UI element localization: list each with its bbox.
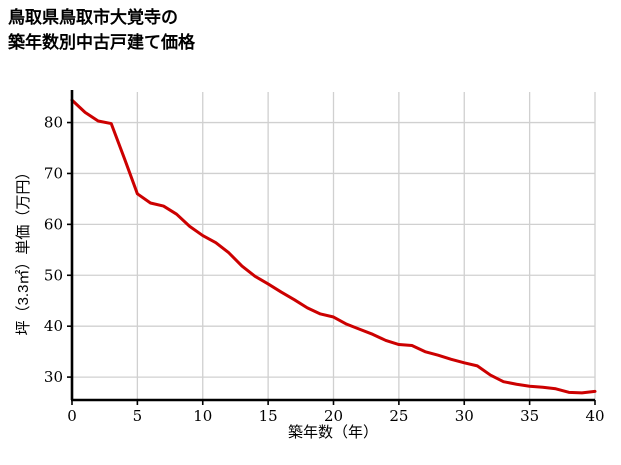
data-series-group — [70, 98, 597, 395]
x-tick-labels-group: 0 5 10 15 20 25 30 35 40 — [67, 407, 604, 425]
y-tick-labels-group: 30 40 50 60 70 80 — [44, 114, 63, 387]
y-tick-label: 80 — [44, 114, 63, 132]
x-tick-label: 15 — [259, 407, 278, 425]
y-tick-label: 50 — [44, 266, 63, 284]
gridlines-group — [72, 92, 596, 400]
chart-title: 鳥取県鳥取市大覚寺の 築年数別中古戸建て価格 — [8, 8, 195, 52]
x-tick-label: 30 — [455, 407, 474, 425]
price-trend-line — [70, 98, 597, 395]
y-axis-title: 坪（3.3㎡）単価（万円） — [15, 165, 32, 336]
x-tick-label: 25 — [389, 407, 408, 425]
x-tick-label: 35 — [520, 407, 539, 425]
x-tick-label: 40 — [585, 407, 604, 425]
x-tick-label: 0 — [67, 407, 77, 425]
y-tick-label: 70 — [44, 164, 63, 182]
x-tick-label: 10 — [193, 407, 212, 425]
x-tick-label: 20 — [324, 407, 343, 425]
axes-group — [67, 90, 596, 405]
x-tick-label: 5 — [133, 407, 143, 425]
y-tick-label: 60 — [44, 215, 63, 233]
x-axis-title: 築年数（年） — [288, 423, 378, 441]
y-tick-label: 40 — [44, 317, 63, 335]
y-tick-label: 30 — [44, 368, 63, 386]
